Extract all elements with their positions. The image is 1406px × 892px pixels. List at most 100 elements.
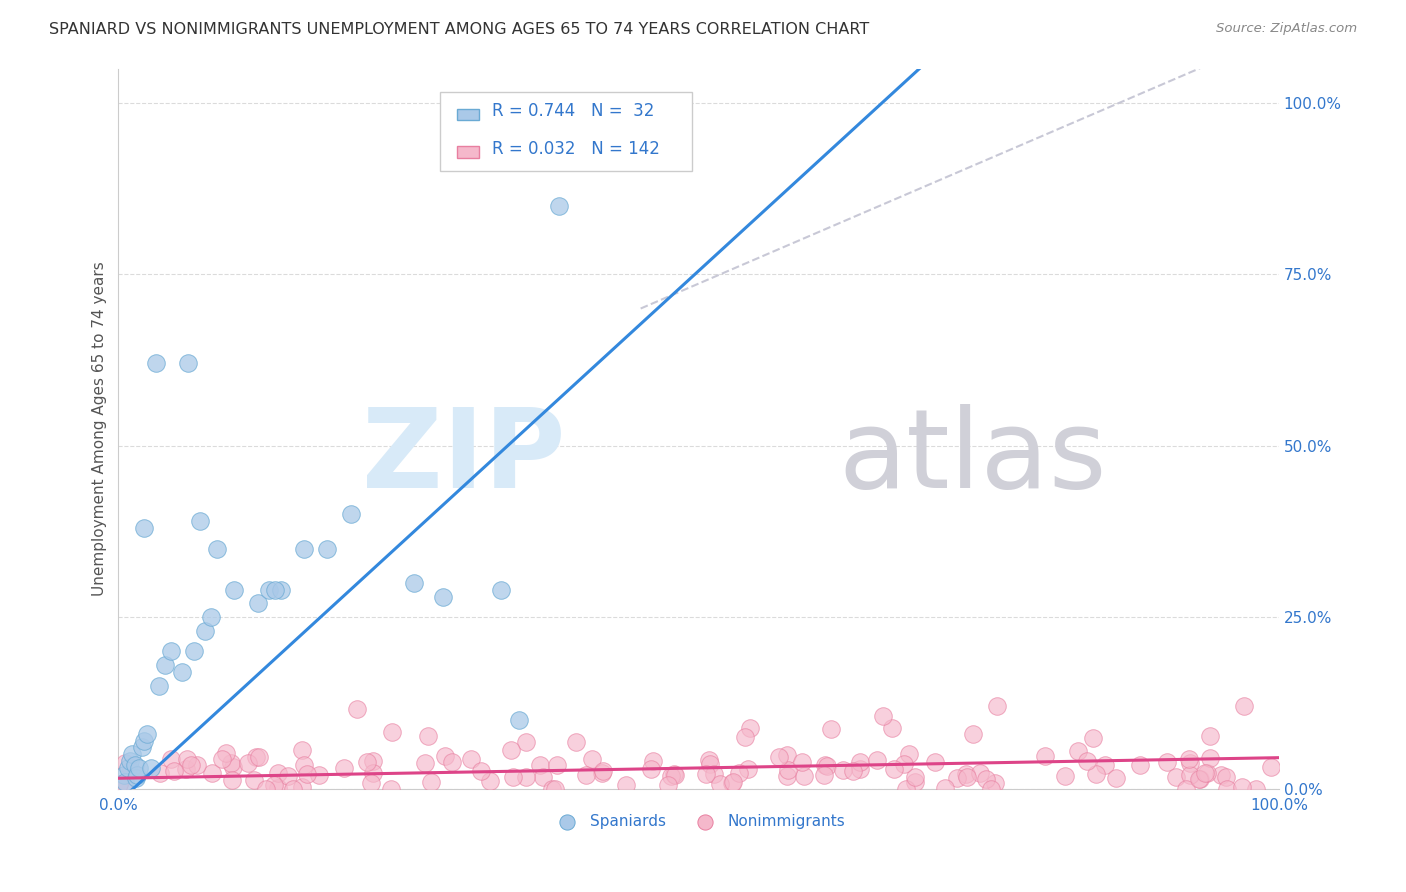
Point xyxy=(531,770,554,784)
Point xyxy=(574,767,596,781)
Point xyxy=(139,761,162,775)
Point xyxy=(1175,781,1198,796)
Point xyxy=(117,761,139,775)
Text: Source: ZipAtlas.com: Source: ZipAtlas.com xyxy=(1216,22,1357,36)
Text: SPANIARD VS NONIMMIGRANTS UNEMPLOYMENT AMONG AGES 65 TO 74 YEARS CORRELATION CHA: SPANIARD VS NONIMMIGRANTS UNEMPLOYMENT A… xyxy=(49,22,869,37)
Point xyxy=(432,590,454,604)
Point xyxy=(112,768,135,782)
Point xyxy=(205,541,228,556)
Point xyxy=(291,780,314,794)
Point xyxy=(180,758,202,772)
Point xyxy=(515,770,537,784)
Point xyxy=(254,781,277,796)
Point xyxy=(546,757,568,772)
Point xyxy=(1083,731,1105,745)
Point xyxy=(813,767,835,781)
Point xyxy=(247,750,270,764)
Point xyxy=(776,763,799,777)
Point xyxy=(641,754,664,768)
Point xyxy=(478,774,501,789)
Point xyxy=(499,743,522,757)
Point xyxy=(880,721,903,735)
Point xyxy=(162,764,184,779)
Point xyxy=(737,762,759,776)
Point xyxy=(114,756,136,771)
Point xyxy=(1194,766,1216,780)
Point xyxy=(1156,755,1178,769)
Point xyxy=(295,767,318,781)
Point xyxy=(768,750,790,764)
Point xyxy=(201,765,224,780)
Point xyxy=(924,755,946,769)
Point xyxy=(1085,766,1108,780)
Point xyxy=(245,750,267,764)
Point xyxy=(832,763,855,777)
Point xyxy=(1076,754,1098,768)
Point xyxy=(236,756,259,770)
Point xyxy=(721,775,744,789)
Point xyxy=(121,763,143,777)
Point xyxy=(790,755,813,769)
Point xyxy=(267,766,290,780)
Point xyxy=(111,777,134,791)
Point xyxy=(508,713,530,727)
Point xyxy=(121,747,143,762)
Point xyxy=(243,773,266,788)
Point xyxy=(699,757,721,772)
Point xyxy=(640,762,662,776)
Point xyxy=(159,644,181,658)
Point xyxy=(1094,758,1116,772)
Point xyxy=(728,765,751,780)
Point xyxy=(200,610,222,624)
Point xyxy=(776,748,799,763)
Point xyxy=(136,726,159,740)
Point xyxy=(697,753,720,767)
Point xyxy=(893,757,915,772)
Point xyxy=(934,780,956,795)
Point xyxy=(270,582,292,597)
Point xyxy=(544,781,567,796)
Point xyxy=(548,199,571,213)
Point xyxy=(848,762,870,776)
Point xyxy=(904,775,927,789)
Point xyxy=(664,767,686,781)
Point xyxy=(969,765,991,780)
Point xyxy=(214,746,236,760)
Point xyxy=(974,772,997,786)
Point xyxy=(962,727,984,741)
Point xyxy=(222,759,245,773)
Point xyxy=(896,781,918,796)
Point xyxy=(194,624,217,638)
Point xyxy=(776,769,799,783)
Point xyxy=(470,764,492,778)
Point xyxy=(108,777,131,791)
Point xyxy=(1216,781,1239,796)
Point xyxy=(148,679,170,693)
Point xyxy=(292,541,315,556)
Point xyxy=(529,758,551,772)
Point xyxy=(460,752,482,766)
Point xyxy=(145,356,167,370)
Point xyxy=(1215,770,1237,784)
Point xyxy=(946,772,969,786)
Point xyxy=(363,754,385,768)
Point xyxy=(153,658,176,673)
Point xyxy=(1178,756,1201,770)
Point xyxy=(898,747,921,761)
Point xyxy=(980,781,1002,796)
Point xyxy=(124,757,146,772)
Point xyxy=(738,722,761,736)
Point xyxy=(986,699,1008,714)
Point xyxy=(1244,781,1267,796)
Point xyxy=(721,776,744,790)
Point xyxy=(360,776,382,790)
Point xyxy=(177,356,200,370)
Point xyxy=(581,752,603,766)
Point xyxy=(418,729,440,743)
Point xyxy=(264,582,287,597)
Point xyxy=(955,767,977,781)
Point xyxy=(515,735,537,749)
Point xyxy=(502,771,524,785)
Point xyxy=(356,756,378,770)
Point xyxy=(1233,699,1256,714)
